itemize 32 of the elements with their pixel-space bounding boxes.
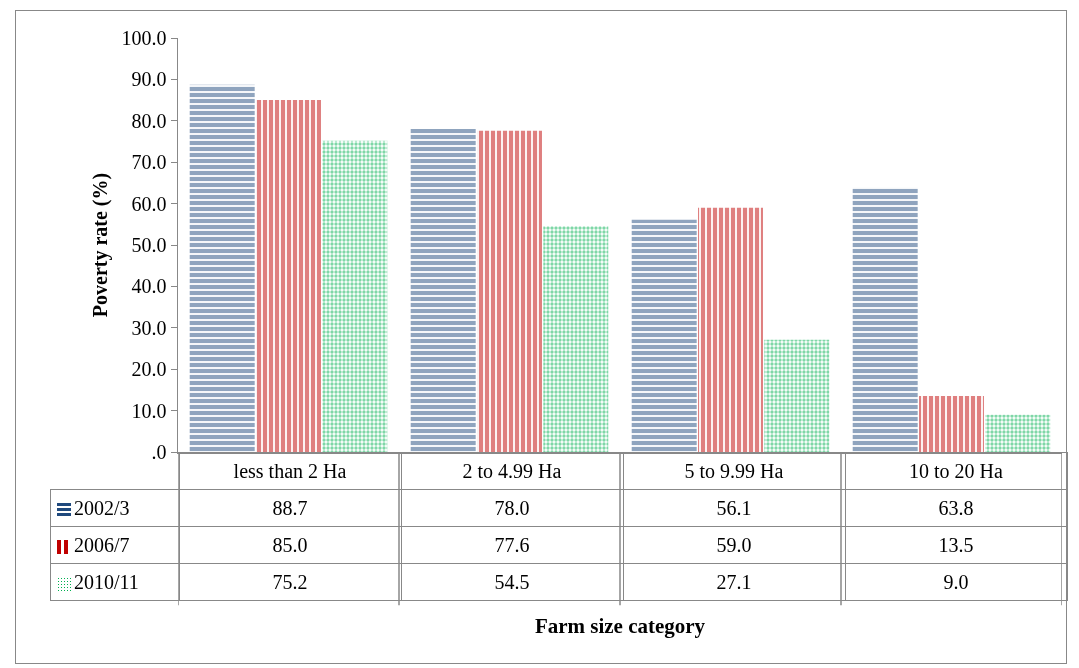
x-tick-label: 10 to 20 Ha [845, 452, 1067, 490]
text: Farm size category [533, 614, 707, 639]
data-label: 75.2 [179, 563, 401, 601]
y-tick-label: 10.0 [131, 399, 167, 422]
data-label: 13.5 [845, 526, 1067, 564]
x-tick-label: 5 to 9.99 Ha [623, 452, 845, 490]
y-tick-label: 80.0 [131, 109, 167, 132]
data-label: 77.6 [401, 526, 623, 564]
data-label: 9.0 [845, 563, 1067, 601]
x-tick-label: less than 2 Ha [179, 452, 401, 490]
y-tick-label: 40.0 [131, 275, 167, 298]
y-tick-label: 30.0 [131, 316, 167, 339]
data-label: 85.0 [179, 526, 401, 564]
data-label: 27.1 [623, 563, 845, 601]
x-tick-label: 2 to 4.99 Ha [401, 452, 623, 490]
y-tick-label: 60.0 [131, 192, 167, 215]
y-axis-title: Poverty rate (%) [89, 172, 113, 318]
y-tick-label: 50.0 [131, 234, 167, 256]
y-tick-label: 90.0 [131, 68, 167, 91]
data-label: 63.8 [845, 489, 1067, 527]
y-tick-label: 70.0 [131, 151, 167, 174]
data-label: 88.7 [179, 489, 401, 527]
y-tick-label: .0 [151, 441, 167, 463]
legend-label: 2002/3 [50, 489, 179, 527]
legend-label: 2006/7 [50, 526, 179, 564]
data-label: 78.0 [401, 489, 623, 527]
y-tick-label: 20.0 [131, 358, 167, 381]
data-label: 59.0 [623, 526, 845, 564]
data-label: 56.1 [623, 489, 845, 527]
data-label: 54.5 [401, 563, 623, 601]
legend-label: 2010/11 [50, 563, 179, 601]
y-tick-label: 100.0 [121, 27, 167, 49]
